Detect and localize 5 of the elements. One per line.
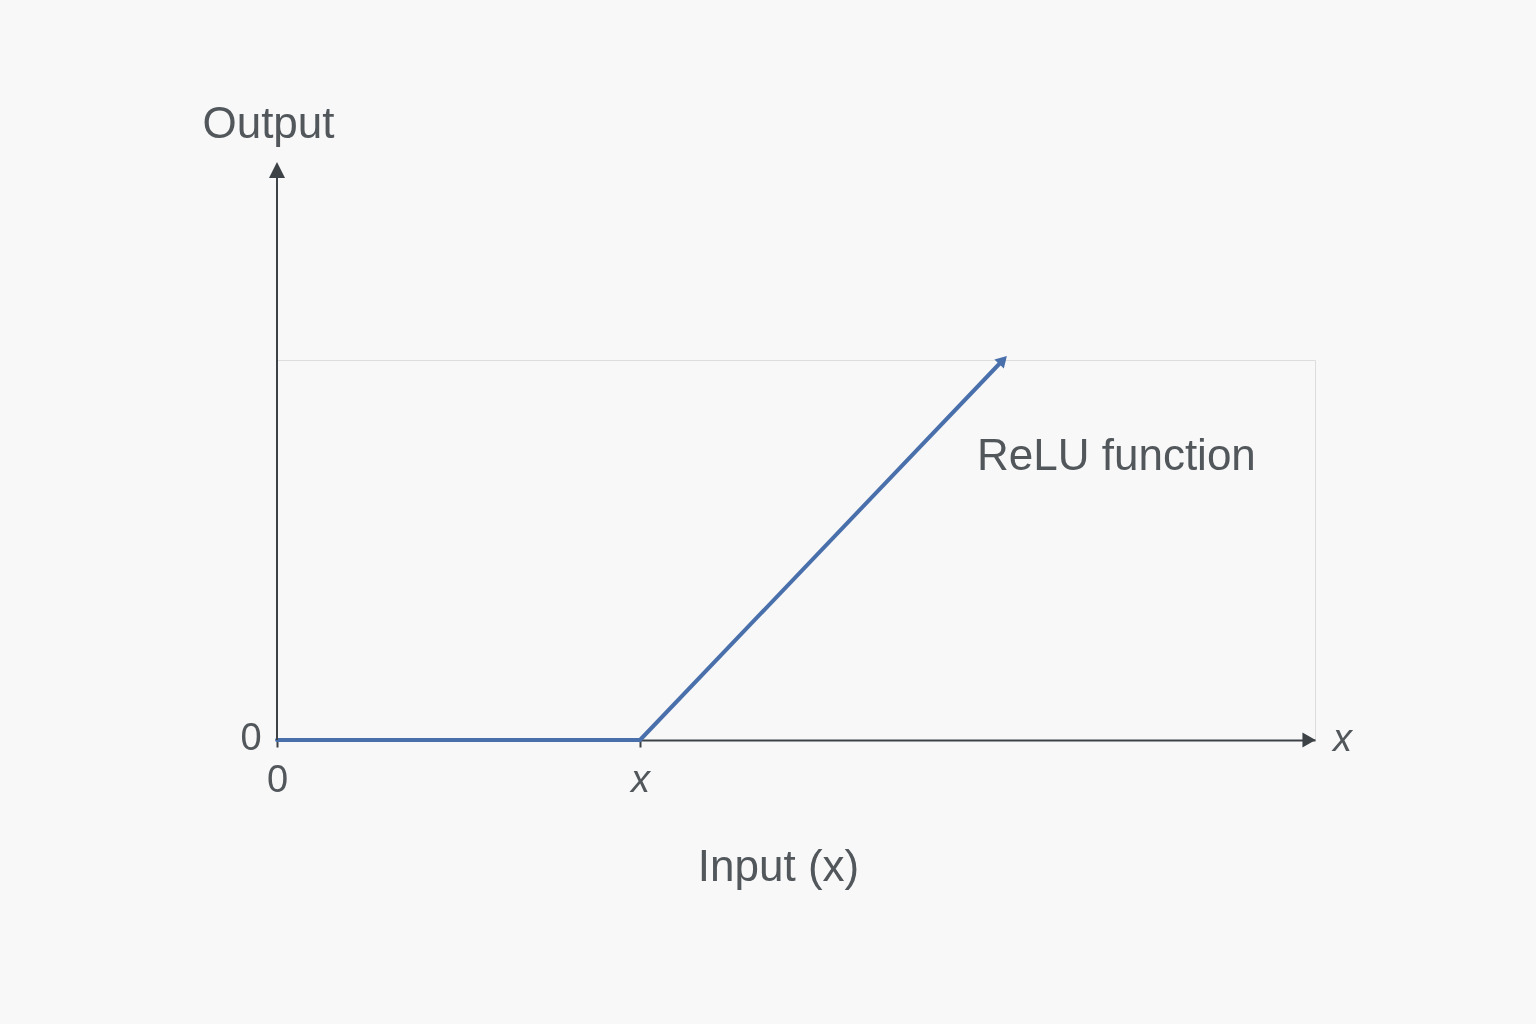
text: 0 (240, 716, 262, 758)
x-axis-title: Input (x) (697, 840, 860, 890)
series-label: ReLU function (977, 430, 1256, 479)
text: x (1331, 717, 1354, 759)
y-axis-title: Output (202, 97, 335, 147)
